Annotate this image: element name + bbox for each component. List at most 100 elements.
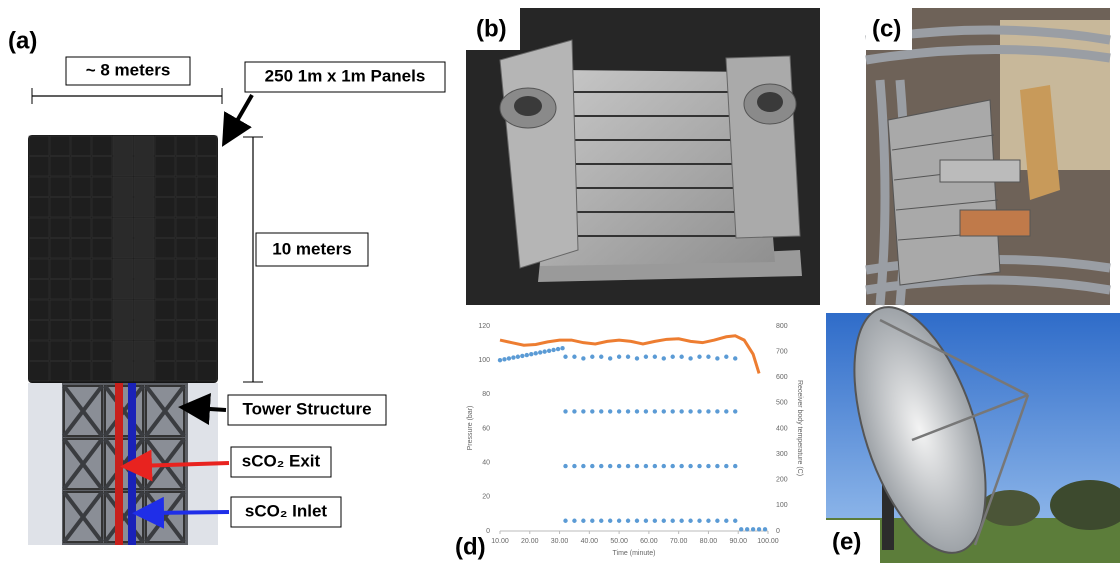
x-axis-label: Time (minute): [613, 550, 656, 557]
exit-label: sCO₂ Exit: [242, 451, 321, 470]
panel-cell: [134, 300, 154, 320]
panel-cell: [176, 300, 196, 320]
panel-cell: [155, 198, 175, 218]
pressure-point: [724, 409, 728, 413]
panel-cell: [197, 300, 217, 320]
panel-cell: [71, 198, 91, 218]
panel-cell: [113, 157, 133, 177]
pressure-point: [724, 464, 728, 468]
panel-cell: [197, 218, 217, 238]
panel-cell: [92, 259, 112, 279]
x-tick-label: 50.00: [610, 538, 628, 545]
x-tick-label: 40.00: [581, 538, 599, 545]
receiver-panels: [28, 135, 218, 383]
pressure-point: [644, 464, 648, 468]
panel-cell: [71, 239, 91, 259]
panel-cell: [176, 259, 196, 279]
pressure-point: [739, 527, 743, 531]
exit-pipe: [115, 383, 123, 545]
pressure-point: [590, 519, 594, 523]
panel-cell: [134, 198, 154, 218]
panel-cell: [134, 239, 154, 259]
panel-cell: [134, 259, 154, 279]
pressure-point: [563, 464, 567, 468]
tower-label: Tower Structure: [242, 399, 371, 418]
fitting-bore: [514, 96, 542, 116]
receiver-block: [888, 100, 1000, 285]
panel-cell: [134, 362, 154, 382]
panel-cell: [155, 321, 175, 341]
pressure-point: [715, 356, 719, 360]
panel-cell: [113, 321, 133, 341]
panel-cell: [176, 239, 196, 259]
fitting: [940, 160, 1020, 182]
panel-cell: [155, 218, 175, 238]
pressure-point: [679, 409, 683, 413]
pressure-point: [551, 348, 555, 352]
pressure-point: [626, 464, 630, 468]
pressure-point: [516, 355, 520, 359]
pressure-point: [563, 519, 567, 523]
panel-cell: [176, 341, 196, 361]
panel-c: (c): [866, 8, 1110, 305]
panel-cell: [50, 259, 70, 279]
pressure-point: [572, 409, 576, 413]
figure: (a) ~ 8 meters 250 1m x 1m Panels 10 met…: [0, 0, 1120, 563]
panel-cell: [29, 239, 49, 259]
pressure-point: [697, 519, 701, 523]
panel-cell: [176, 362, 196, 382]
pressure-point: [733, 409, 737, 413]
panel-cell: [155, 341, 175, 361]
panel-cell: [197, 280, 217, 300]
y-tick-label: 20: [482, 494, 490, 501]
panel-cell: [29, 157, 49, 177]
panel-cell: [155, 362, 175, 382]
pressure-point: [715, 409, 719, 413]
panel-cell: [50, 136, 70, 156]
pressure-point: [653, 464, 657, 468]
panel-cell: [176, 157, 196, 177]
panel-cell: [197, 239, 217, 259]
panel-cell: [113, 341, 133, 361]
panel-cell: [176, 218, 196, 238]
fitting-bore: [757, 92, 783, 112]
pressure-point: [626, 519, 630, 523]
pressure-point: [563, 355, 567, 359]
panel-cell: [197, 362, 217, 382]
callout-arrow: [230, 95, 252, 133]
pressure-point: [644, 409, 648, 413]
x-tick-label: 70.00: [670, 538, 688, 545]
pressure-point: [581, 519, 585, 523]
x-tick-label: 20.00: [521, 538, 539, 545]
panel-cell: [155, 136, 175, 156]
panel-cell: [155, 259, 175, 279]
temperature-line: [500, 336, 759, 374]
panel-cell: [71, 300, 91, 320]
panel-label: (b): [476, 15, 507, 42]
panel-cell: [50, 280, 70, 300]
panel-label: (e): [832, 528, 861, 555]
panel-cell: [50, 177, 70, 197]
pressure-point: [715, 464, 719, 468]
panel-d: Time (minute) Pressure (bar) Receiver bo…: [453, 323, 803, 563]
pressure-point: [688, 356, 692, 360]
y-tick-label: 120: [478, 323, 490, 330]
pressure-point: [662, 464, 666, 468]
panel-cell: [197, 136, 217, 156]
y2-tick-label: 500: [776, 400, 788, 407]
panel-label: (c): [872, 15, 901, 42]
panel-cell: [71, 157, 91, 177]
x-tick-label: 10.00: [491, 538, 509, 545]
pressure-point: [644, 355, 648, 359]
pressure-point: [547, 349, 551, 353]
pressure-point: [626, 409, 630, 413]
pressure-point: [617, 355, 621, 359]
panel-cell: [71, 177, 91, 197]
panel-cell: [50, 321, 70, 341]
pressure-point: [635, 519, 639, 523]
pressure-point: [751, 527, 755, 531]
y-tick-label: 0: [486, 528, 490, 535]
pressure-point: [757, 527, 761, 531]
panel-cell: [92, 198, 112, 218]
pressure-point: [599, 464, 603, 468]
